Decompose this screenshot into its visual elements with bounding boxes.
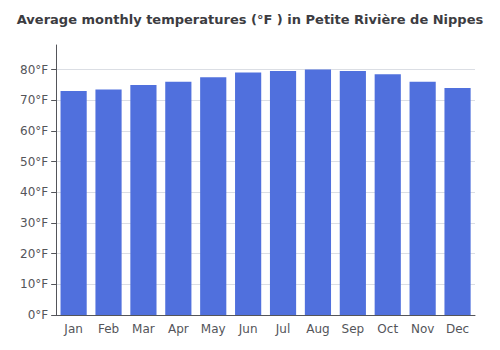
svg-text:80°F: 80°F [20,63,48,77]
svg-text:Nov: Nov [411,322,434,336]
svg-text:60°F: 60°F [20,124,48,138]
svg-text:30°F: 30°F [20,216,48,230]
svg-text:10°F: 10°F [20,277,48,291]
svg-text:40°F: 40°F [20,185,48,199]
svg-text:Jan: Jan [63,322,83,336]
svg-text:Oct: Oct [377,322,398,336]
svg-text:May: May [201,322,226,336]
svg-text:20°F: 20°F [20,247,48,261]
svg-text:Aug: Aug [306,322,329,336]
svg-text:Sep: Sep [342,322,365,336]
svg-text:Jun: Jun [238,322,258,336]
svg-text:Mar: Mar [132,322,155,336]
svg-text:Dec: Dec [446,322,469,336]
svg-text:50°F: 50°F [20,155,48,169]
svg-text:70°F: 70°F [20,93,48,107]
svg-text:Jul: Jul [275,322,290,336]
svg-text:Apr: Apr [168,322,189,336]
svg-text:Average monthly temperatures (: Average monthly temperatures (°F ) in Pe… [17,12,484,27]
svg-text:Feb: Feb [98,322,119,336]
svg-text:0°F: 0°F [28,308,49,322]
